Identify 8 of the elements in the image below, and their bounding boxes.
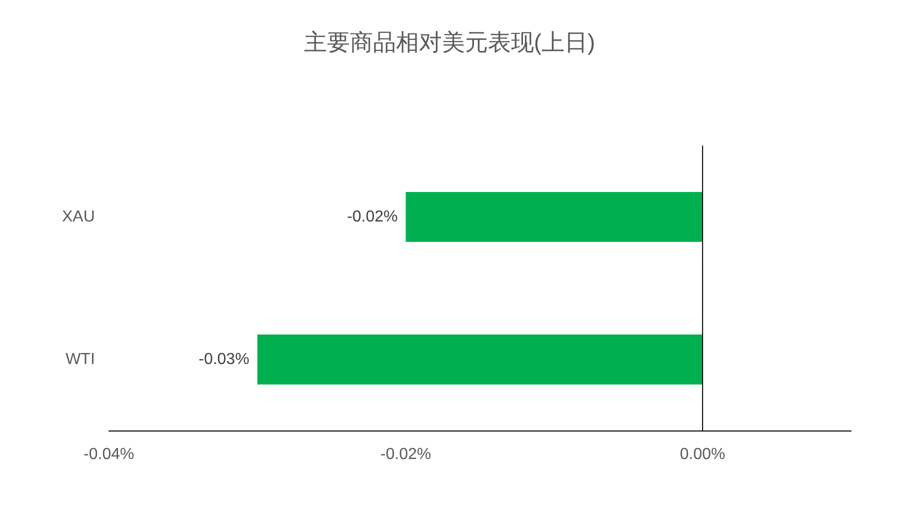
x-tick-label: -0.02%: [380, 446, 432, 463]
chart-title: 主要商品相对美元表现(上日): [304, 29, 596, 56]
y-tick-label: XAU: [62, 208, 95, 226]
data-label: -0.03%: [198, 350, 250, 368]
x-tick-label: 0.00%: [680, 446, 726, 463]
x-tick-label: -0.04%: [84, 446, 134, 463]
data-label: -0.02%: [347, 208, 398, 226]
y-tick-label: WTI: [66, 350, 95, 368]
